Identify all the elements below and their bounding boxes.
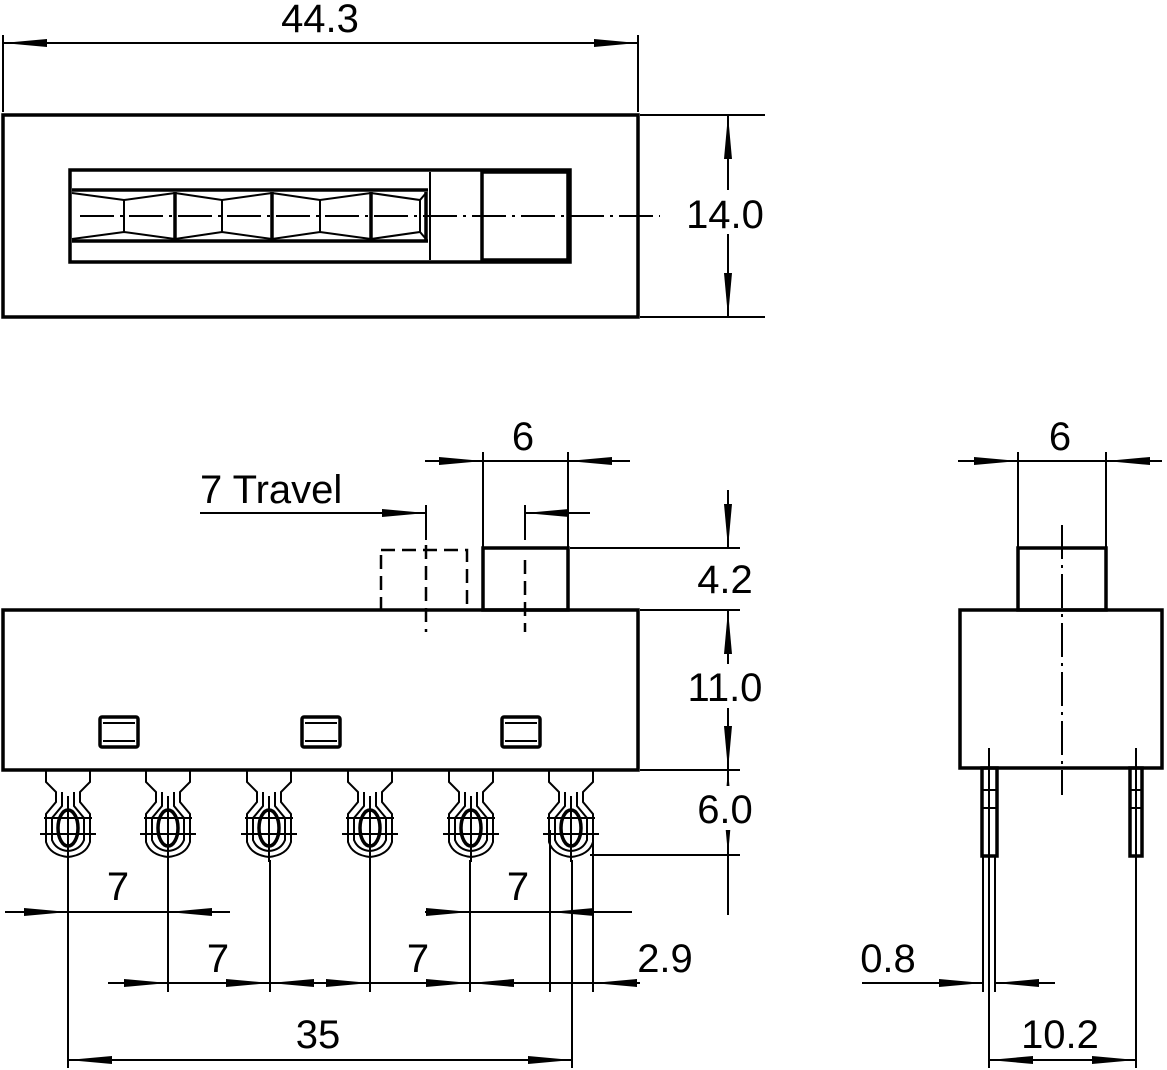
- front-view: 6 7 Travel 4.2 11.0 6.0: [1, 415, 768, 1068]
- switch-body-front: [1, 608, 640, 772]
- dim-terminal-width-2-9: 2.9: [637, 937, 693, 981]
- detent-teeth: [71, 192, 428, 240]
- solder-terminal: [443, 770, 499, 862]
- dim-pitch-7-left: 7: [107, 865, 129, 909]
- dim-pin-spacing-10-2: 10.2: [1021, 1013, 1099, 1057]
- tooth-outline: [370, 192, 427, 240]
- side-view: 6 0.8 10.2: [860, 415, 1164, 1068]
- mounting-tabs: [98, 715, 542, 749]
- dim-pin-thickness-0-8: 0.8: [860, 937, 916, 981]
- tooth-outline: [71, 192, 176, 240]
- solder-terminal: [543, 770, 599, 862]
- solder-terminals: [40, 770, 599, 862]
- mounting-tab: [98, 715, 140, 749]
- solder-terminal: [140, 770, 196, 862]
- top-view: 44.3 14.0: [1, 0, 768, 319]
- solder-terminal: [40, 770, 96, 862]
- mounting-tab: [300, 715, 342, 749]
- solder-terminal: [241, 770, 297, 862]
- solder-terminal: [342, 770, 398, 862]
- tooth-outline: [174, 192, 273, 240]
- dim-total-pitch-35: 35: [296, 1013, 341, 1057]
- dim-pitch-7-right: 7: [507, 865, 529, 909]
- dim-pitch-7-mid-left: 7: [207, 937, 229, 981]
- dim-knob-width-6: 6: [512, 415, 534, 459]
- dim-travel-7: 7 Travel: [200, 468, 342, 512]
- tooth-outline: [271, 192, 372, 240]
- actuator-knob-ghost: [379, 548, 469, 612]
- dim-body-height-11-0: 11.0: [688, 666, 763, 710]
- switch-body-side: [958, 608, 1164, 770]
- dim-width-44-3: 44.3: [281, 0, 359, 41]
- dim-knob-height-4-2: 4.2: [697, 558, 753, 602]
- actuator-knob-front: [481, 546, 570, 612]
- dim-side-knob-width-6: 6: [1049, 415, 1071, 459]
- dim-pitch-7-mid-right: 7: [407, 937, 429, 981]
- dim-height-14-0: 14.0: [686, 193, 764, 237]
- mounting-tab: [500, 715, 542, 749]
- dim-terminal-length-6-0: 6.0: [697, 788, 753, 832]
